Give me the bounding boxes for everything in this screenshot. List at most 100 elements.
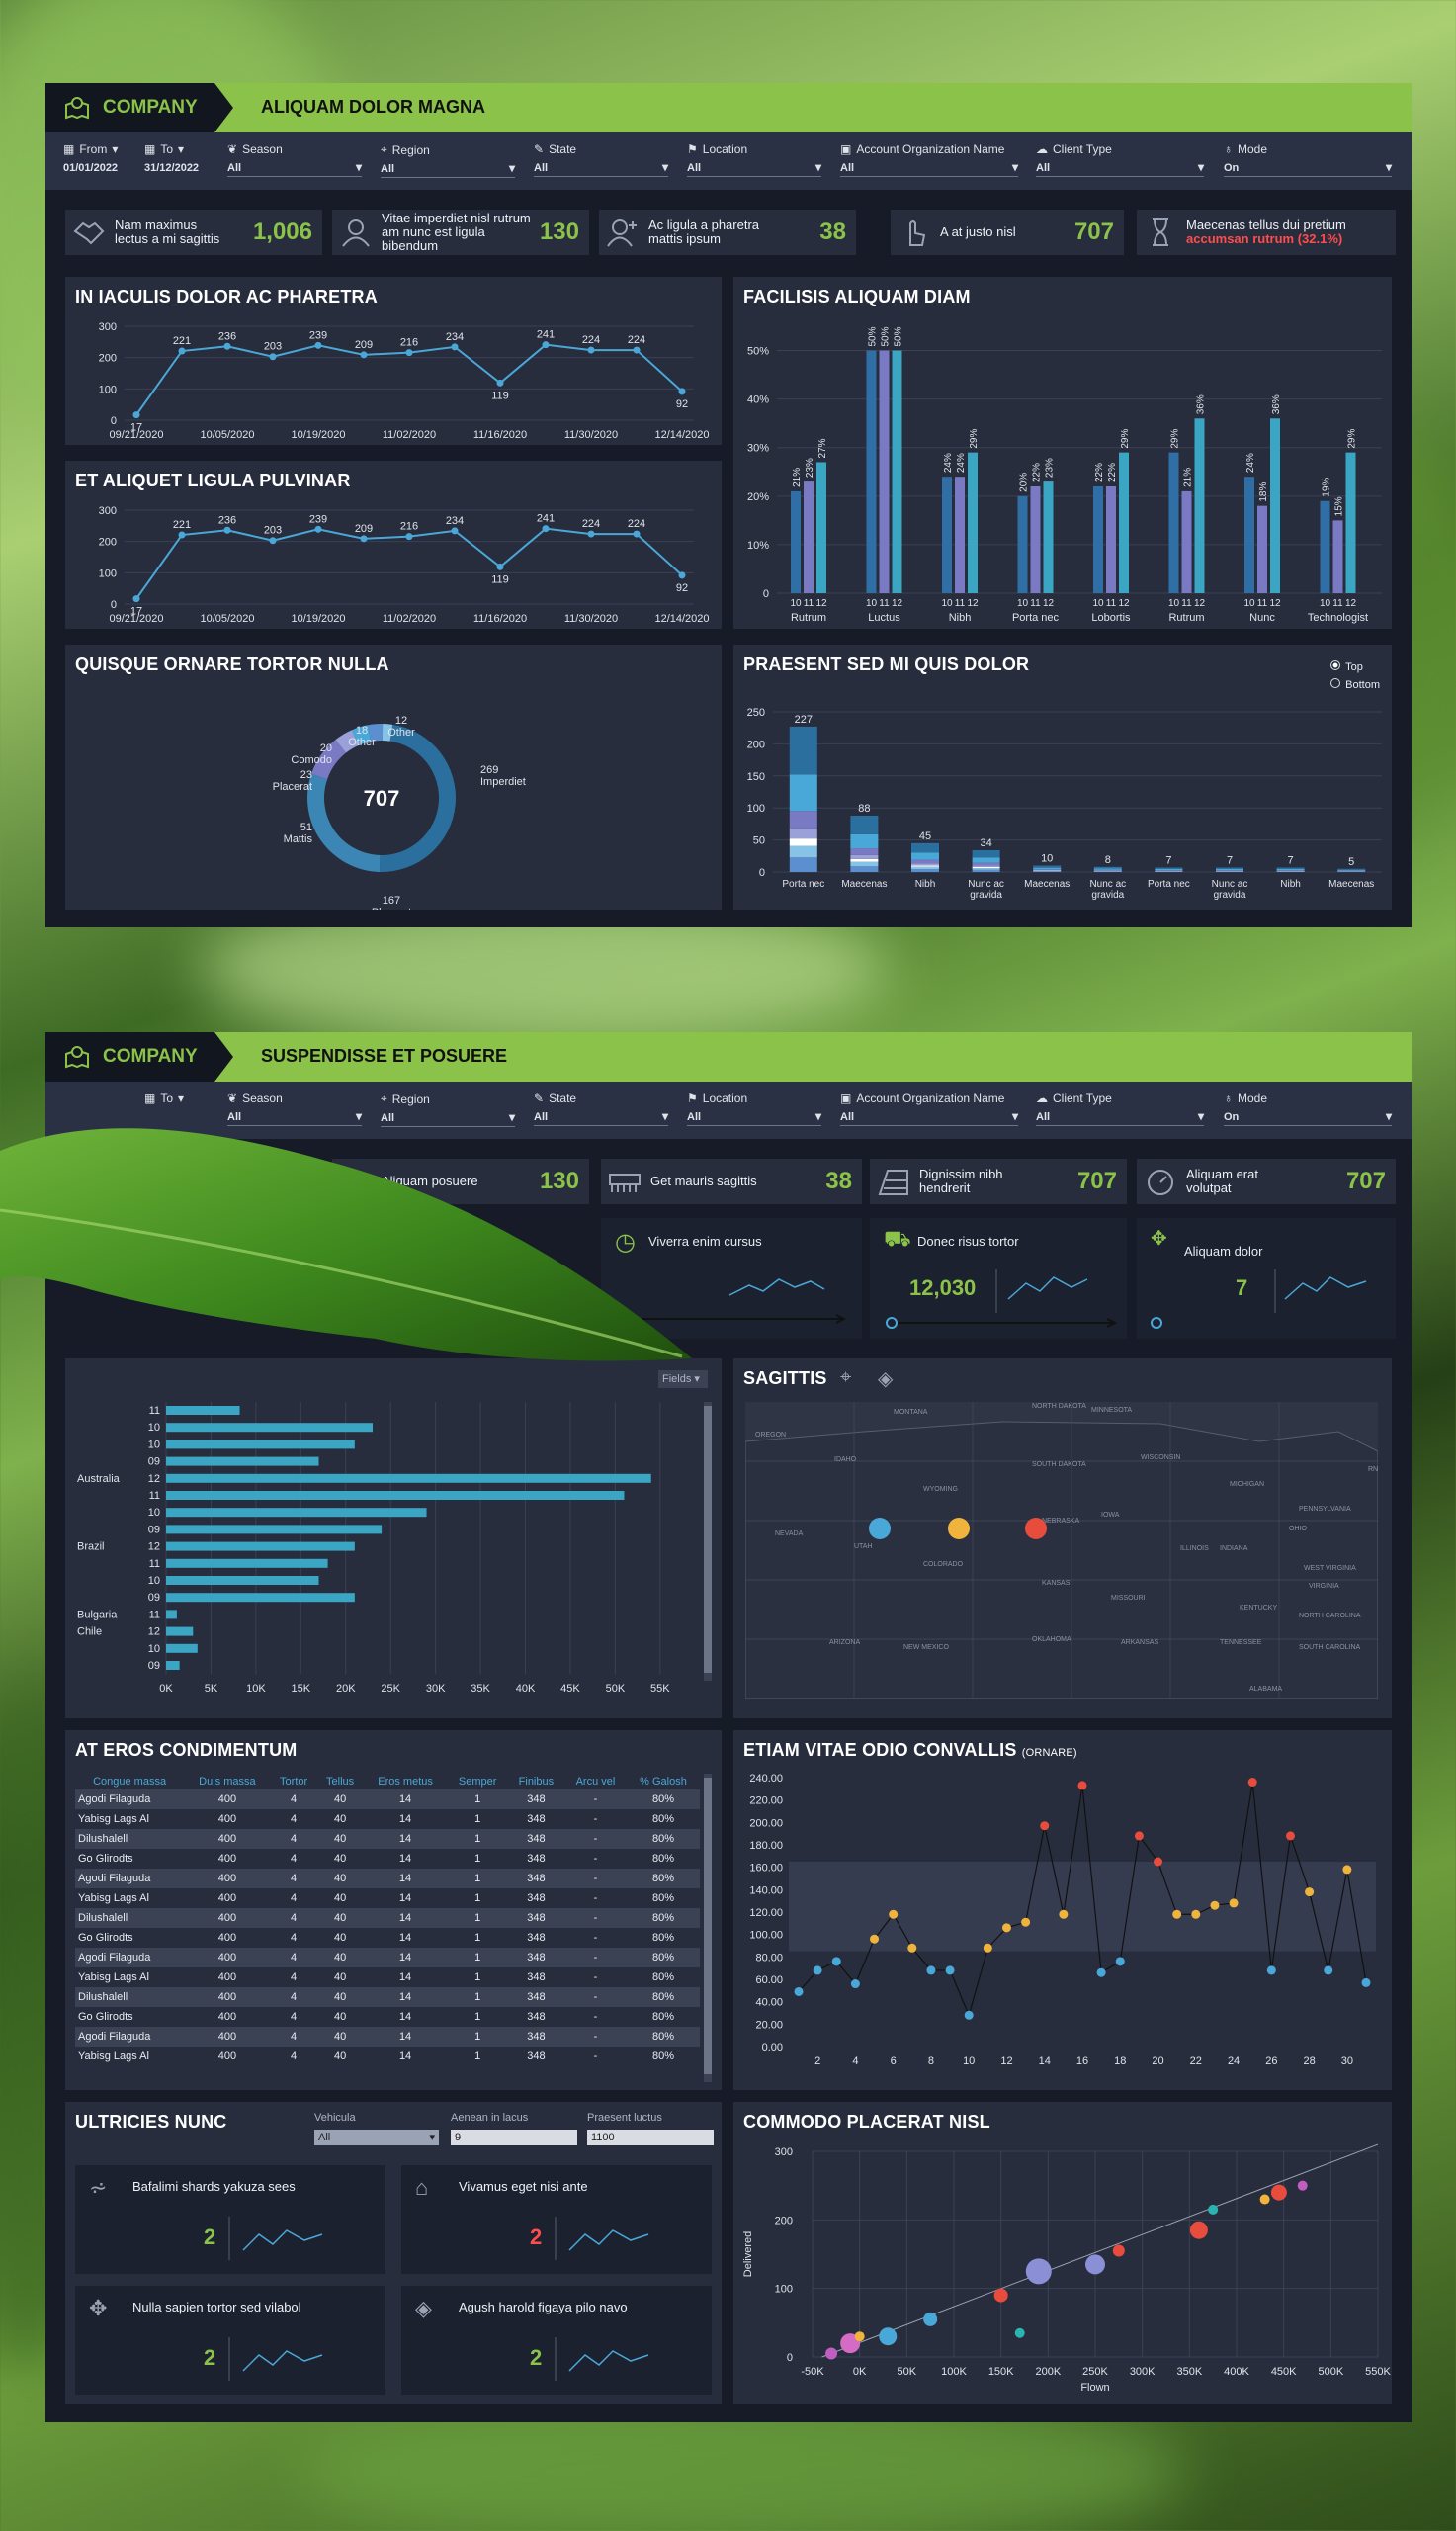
kpi-sublabel: lectus a mi sagittis	[115, 231, 220, 246]
data-label: 227	[795, 714, 813, 726]
mode-filter[interactable]: ♁ Mode On	[1224, 142, 1392, 177]
bar	[1257, 505, 1267, 593]
x-subtick-label: 11	[804, 598, 814, 609]
column-header[interactable]: Eros metus	[378, 1776, 433, 1788]
table-cell: Agodi Filaguda	[75, 1948, 185, 1967]
table-row[interactable]: Go Glirodts 400 4 40 14 1 348 - 80%	[75, 2007, 700, 2027]
region-filter[interactable]: ⌖ Region All	[381, 142, 515, 178]
table-row[interactable]: Yabisg Lags Al 400 4 40 14 1 348 - 80%	[75, 2047, 700, 2066]
bar	[166, 1558, 328, 1568]
account-filter[interactable]: ▣ Account Organization Name All	[840, 142, 1018, 177]
table-cell: 4	[291, 1971, 298, 1983]
id-card-icon: ▣	[840, 142, 852, 156]
location-filter[interactable]: ⚑ Location All	[687, 142, 821, 177]
us-map[interactable]: OREGON IDAHO MONTANA NORTH DAKOTA MINNESOTA S…	[745, 1402, 1378, 1699]
season-select[interactable]: All	[227, 160, 362, 177]
data-point	[926, 1965, 936, 1975]
layers-icon[interactable]: ◈	[878, 1368, 894, 1390]
account-select[interactable]: All	[840, 160, 1018, 177]
radio-top[interactable]: Top	[1330, 658, 1380, 676]
table-row[interactable]: Yabisg Lags Al 400 4 40 14 1 348 - 80%	[75, 1967, 700, 1987]
scrollbar[interactable]	[704, 1402, 712, 1681]
client-select[interactable]: All	[1036, 1109, 1204, 1126]
region-select[interactable]: All	[381, 161, 515, 178]
slice-label: Imperdiet	[480, 776, 526, 788]
location-filter[interactable]: ⚑ Location All	[687, 1091, 821, 1126]
account-filter[interactable]: ▣ Account Organization Name All	[840, 1091, 1018, 1126]
mode-select[interactable]: On	[1224, 160, 1392, 177]
column-header[interactable]: Tortor	[280, 1776, 308, 1788]
table-cell: 348	[527, 1892, 546, 1904]
y-tick-label: 80.00	[755, 1952, 783, 1964]
clock-icon: ◷	[615, 1229, 636, 1256]
x-tick-label: Nibh	[949, 612, 972, 624]
sprout-icon: ❦	[227, 1091, 238, 1105]
table-row[interactable]: Go Glirodts 400 4 40 14 1 348 - 80%	[75, 1849, 700, 1869]
table-row[interactable]: Yabisg Lags Al 400 4 40 14 1 348 - 80%	[75, 1809, 700, 1829]
season-select[interactable]: All	[227, 1109, 362, 1126]
column-header[interactable]: Congue massa	[93, 1776, 167, 1788]
aenean-input[interactable]: 9	[451, 2130, 577, 2145]
vehicula-select[interactable]: All ▾	[314, 2130, 439, 2145]
table-row[interactable]: Dilushalell 400 4 40 14 1 348-80%	[75, 1908, 700, 1928]
column-header[interactable]: % Galosh	[640, 1776, 687, 1788]
y-subtick-label: 11	[149, 1609, 160, 1620]
state-select[interactable]: All	[534, 160, 668, 177]
table-row[interactable]: Agodi Filaguda 400 4 40 14 1 348-80%	[75, 1869, 700, 1888]
y-tick-label: 0	[111, 599, 117, 611]
account-select[interactable]: All	[840, 1109, 1018, 1126]
fields-select[interactable]: Fields ▾	[658, 1370, 708, 1388]
data-point	[678, 571, 686, 579]
bar-segment	[789, 828, 817, 839]
client-filter[interactable]: ☁ Client Type All	[1036, 142, 1204, 177]
table-row[interactable]: Go Glirodts 400 4 40 14 1 348 - 80%	[75, 1928, 700, 1948]
bar	[166, 1491, 625, 1500]
table-cell: 14	[398, 1892, 412, 1904]
mode-select[interactable]: On	[1224, 1109, 1392, 1126]
table-row[interactable]: Agodi Filaguda 400 4 40 14 1 348-80%	[75, 2027, 700, 2047]
donut-slice	[382, 724, 393, 742]
table-row[interactable]: Yabisg Lags Al 400 4 40 14 1 348 - 80%	[75, 1888, 700, 1908]
column-header[interactable]: Arcu vel	[575, 1776, 616, 1788]
x-tick-label: Maecenas	[1328, 879, 1374, 890]
data-label: 216	[400, 521, 418, 533]
table-row[interactable]: Dilushalell 400 4 40 14 1 348-80%	[75, 1987, 700, 2007]
season-filter[interactable]: ❦ Season All	[227, 1091, 362, 1126]
to-filter[interactable]: ▦ To ▾ 31/12/2022	[144, 142, 210, 174]
from-filter[interactable]: ▦ From ▾ 01/01/2022	[63, 142, 132, 174]
x-tick-label: 11/16/2020	[473, 429, 527, 441]
x-tick-label: 50K	[898, 2366, 917, 2378]
column-header[interactable]: Duis massa	[199, 1776, 256, 1788]
data-label: 21%	[1183, 468, 1194, 487]
table-row[interactable]: Dilushalell 400 4 40 14 1 348-80%	[75, 1829, 700, 1849]
column-header[interactable]: Semper	[458, 1776, 497, 1788]
radio-top-label: Top	[1345, 661, 1363, 673]
location-select[interactable]: All	[687, 1109, 821, 1126]
location-layer-icon[interactable]: ⌖	[840, 1366, 852, 1388]
client-select[interactable]: All	[1036, 160, 1204, 177]
radio-bottom[interactable]: Bottom	[1330, 676, 1380, 694]
state-label: NEBRASKA	[1042, 1518, 1079, 1525]
state-filter[interactable]: ✎ State All	[534, 1091, 668, 1126]
table-cell: 400	[217, 1932, 237, 1944]
bar	[955, 477, 965, 593]
region-select[interactable]: All	[381, 1110, 515, 1127]
chart-title: SAGITTIS	[743, 1368, 827, 1388]
state-select[interactable]: All	[534, 1109, 668, 1126]
region-filter[interactable]: ⌖ Region All	[381, 1091, 515, 1127]
column-header[interactable]: Finibus	[518, 1776, 555, 1788]
sparkline	[555, 2217, 649, 2260]
data-point	[794, 1986, 804, 1996]
column-header[interactable]: Tellus	[326, 1776, 355, 1788]
table-row[interactable]: Agodi Filaguda 400 4 40 14 1 348-80%	[75, 1948, 700, 1967]
mode-filter[interactable]: ♁ Mode On	[1224, 1091, 1392, 1126]
to-filter[interactable]: ▦ To ▾	[144, 1091, 185, 1105]
table-row[interactable]: Agodi Filaguda 400 4 40 14 1 348-80%	[75, 1789, 700, 1809]
client-filter[interactable]: ☁ Client Type All	[1036, 1091, 1204, 1126]
scrollbar[interactable]	[704, 1774, 712, 2082]
praesent-input[interactable]: 1100	[587, 2130, 714, 2145]
state-filter[interactable]: ✎ State All	[534, 142, 668, 177]
location-select[interactable]: All	[687, 160, 821, 177]
x-tick-label: 14	[1039, 2055, 1051, 2067]
season-filter[interactable]: ❦ Season All	[227, 142, 362, 177]
